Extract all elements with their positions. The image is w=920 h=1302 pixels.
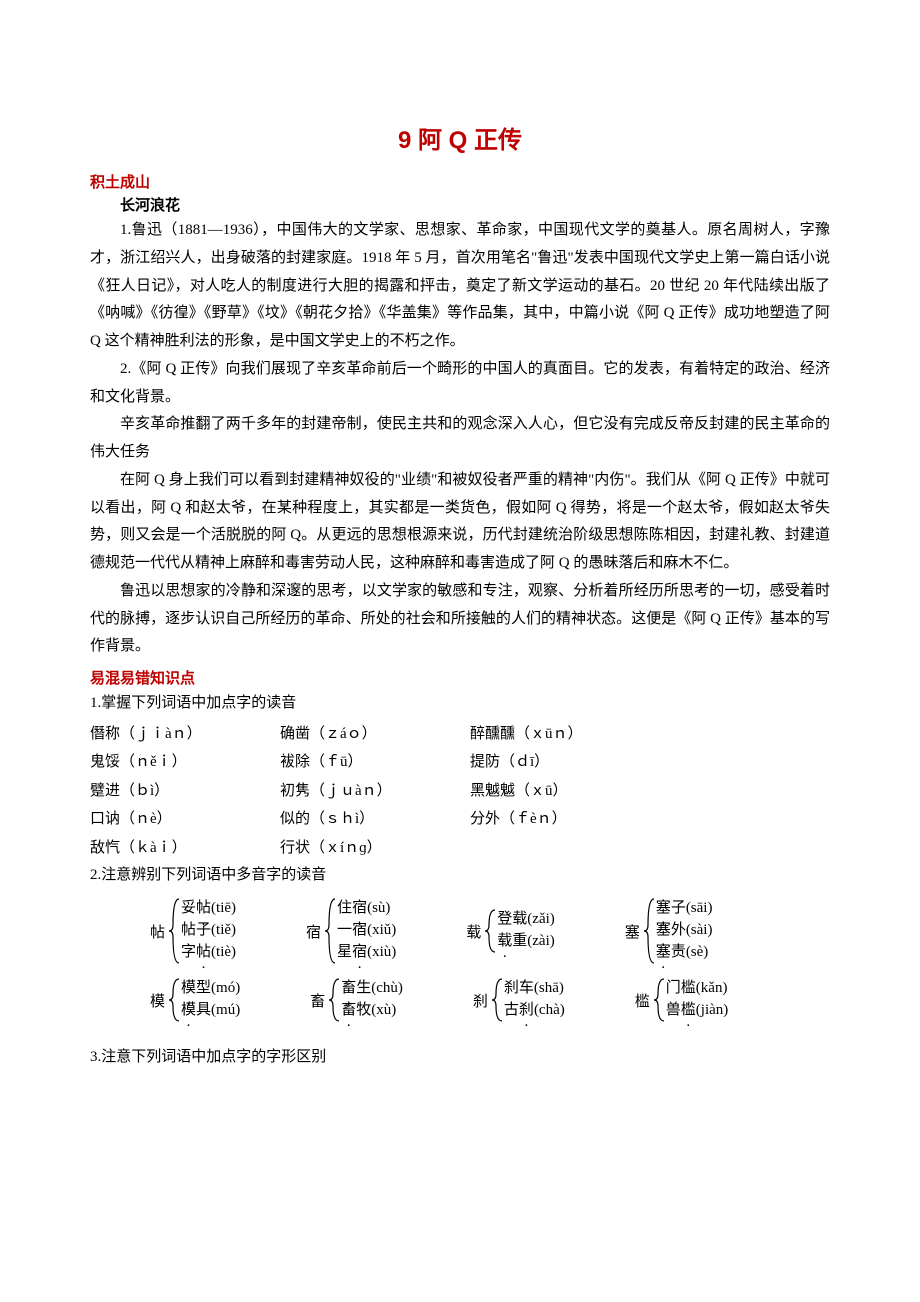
polyphone-item: 刹车(shā)	[504, 978, 565, 1000]
brace-icon	[169, 898, 179, 964]
polyphone-item: 登载(zǎi)	[497, 909, 555, 931]
polyphone-item: 妥帖(tiē)	[181, 898, 236, 920]
polyphone-items: 住宿(sù)一宿(xiǔ)星宿(xiù)	[337, 898, 396, 963]
polyphone-item: 字帖(tiè)	[181, 942, 236, 964]
polyphone-head: 宿	[306, 921, 321, 942]
polyphone-item: 载重(zài)	[497, 931, 555, 953]
polyphone-items: 塞子(sāi)塞外(sài)塞责(sè)	[656, 898, 713, 963]
para-5: 鲁迅以思想家的冷静和深邃的思考，以文学家的敏感和专注，观察、分析着所经历所思考的…	[90, 578, 830, 661]
section-jitu: 积土成山	[90, 171, 830, 192]
polyphone-group: 载 登载(zǎi)载重(zài)	[466, 898, 555, 964]
heading-3: 3.注意下列词语中加点字的字形区别	[90, 1044, 830, 1072]
section-changhe: 长河浪花	[90, 194, 830, 215]
polyphone-item: 塞外(sài)	[656, 920, 713, 942]
polyphone-item: 模具(mú)	[181, 1000, 240, 1022]
pinyin-cell: 初隽（ｊｕàｎ）	[280, 777, 470, 806]
pinyin-cell: 僭称（ｊｉàｎ）	[90, 720, 280, 749]
polyphone-head: 刹	[473, 990, 488, 1011]
polyphone-item: 模型(mó)	[181, 978, 240, 1000]
polyphone-head: 畜	[310, 990, 325, 1011]
pinyin-cell: 行状（ｘíｎɡ）	[280, 834, 470, 863]
polyphone-item: 一宿(xiǔ)	[337, 920, 396, 942]
page-title: 9 阿 Q 正传	[90, 120, 830, 155]
polyphone-item: 门槛(kǎn)	[666, 978, 729, 1000]
polyphone-block: 帖 妥帖(tiē)帖子(tiě)字帖(tiè) 宿 住宿(sù)一宿(xiǔ)星宿…	[90, 898, 830, 1036]
polyphone-item: 古刹(chà)	[504, 1000, 565, 1022]
polyphone-item: 星宿(xiù)	[337, 942, 396, 964]
pinyin-cell: 提防（ｄī）	[470, 748, 660, 777]
para-3: 辛亥革命推翻了两千多年的封建帝制，使民主共和的观念深入人心，但它没有完成反帝反封…	[90, 411, 830, 467]
pinyin-row: 躄进（ｂì） 初隽（ｊｕàｎ） 黑魆魆（ｘū）	[90, 777, 830, 806]
pinyin-row: 敌忾（ｋàｉ） 行状（ｘíｎɡ）	[90, 834, 830, 863]
polyphone-items: 模型(mó)模具(mú)	[181, 978, 240, 1022]
para-1: 1.鲁迅（1881—1936），中国伟大的文学家、思想家、革命家，中国现代文学的…	[90, 217, 830, 356]
polyphone-items: 刹车(shā)古刹(chà)	[504, 978, 565, 1022]
pinyin-row: 鬼馁（ｎěｉ） 袚除（ｆū） 提防（ｄī）	[90, 748, 830, 777]
polyphone-item: 塞子(sāi)	[656, 898, 713, 920]
polyphone-item: 畜生(chù)	[341, 978, 403, 1000]
pinyin-cell: 分外（ｆèｎ）	[470, 805, 660, 834]
pinyin-cell: 躄进（ｂì）	[90, 777, 280, 806]
polyphone-item: 畜牧(xù)	[341, 1000, 403, 1022]
pinyin-cell: 敌忾（ｋàｉ）	[90, 834, 280, 863]
polyphone-group: 槛 门槛(kǎn)兽槛(jiàn)	[635, 978, 729, 1022]
polyphone-item: 兽槛(jiàn)	[666, 1000, 729, 1022]
pinyin-cell: 鬼馁（ｎěｉ）	[90, 748, 280, 777]
polyphone-items: 畜生(chù)畜牧(xù)	[341, 978, 403, 1022]
polyphone-group: 宿 住宿(sù)一宿(xiǔ)星宿(xiù)	[306, 898, 396, 964]
brace-icon	[169, 978, 179, 1022]
polyphone-item: 帖子(tiě)	[181, 920, 236, 942]
pinyin-cell: 确凿（ｚáｏ）	[280, 720, 470, 749]
polyphone-item: 住宿(sù)	[337, 898, 396, 920]
polyphone-head: 载	[466, 921, 481, 942]
polyphone-item: 塞责(sè)	[656, 942, 713, 964]
brace-icon	[329, 978, 339, 1022]
brace-icon	[654, 978, 664, 1022]
pinyin-cell: 袚除（ｆū）	[280, 748, 470, 777]
para-4: 在阿 Q 身上我们可以看到封建精神奴役的"业绩"和被奴役者严重的精神"内伤"。我…	[90, 467, 830, 578]
para-2: 2.《阿 Q 正传》向我们展现了辛亥革命前后一个畸形的中国人的真面目。它的发表，…	[90, 356, 830, 412]
polyphone-head: 模	[150, 990, 165, 1011]
polyphone-head: 塞	[625, 921, 640, 942]
pinyin-cell: 口讷（ｎè）	[90, 805, 280, 834]
polyphone-group: 模 模型(mó)模具(mú)	[150, 978, 240, 1022]
brace-icon	[492, 978, 502, 1022]
polyphone-group: 塞 塞子(sāi)塞外(sài)塞责(sè)	[625, 898, 713, 964]
heading-2: 2.注意辨别下列词语中多音字的读音	[90, 862, 830, 890]
polyphone-items: 妥帖(tiē)帖子(tiě)字帖(tiè)	[181, 898, 236, 963]
polyphone-group: 帖 妥帖(tiē)帖子(tiě)字帖(tiè)	[150, 898, 236, 964]
pinyin-cell: 黑魆魆（ｘū）	[470, 777, 660, 806]
polyphone-group: 畜 畜生(chù)畜牧(xù)	[310, 978, 403, 1022]
pinyin-row: 口讷（ｎè） 似的（ｓｈì） 分外（ｆèｎ）	[90, 805, 830, 834]
pinyin-row: 僭称（ｊｉàｎ） 确凿（ｚáｏ） 醉醺醺（ｘūｎ）	[90, 720, 830, 749]
brace-icon	[644, 898, 654, 964]
polyphone-head: 帖	[150, 921, 165, 942]
pinyin-cell: 醉醺醺（ｘūｎ）	[470, 720, 660, 749]
pinyin-table: 僭称（ｊｉàｎ） 确凿（ｚáｏ） 醉醺醺（ｘūｎ） 鬼馁（ｎěｉ） 袚除（ｆū）…	[90, 720, 830, 863]
polyphone-items: 登载(zǎi)载重(zài)	[497, 909, 555, 953]
polyphone-items: 门槛(kǎn)兽槛(jiàn)	[666, 978, 729, 1022]
heading-1: 1.掌握下列词语中加点字的读音	[90, 690, 830, 718]
brace-icon	[485, 909, 495, 953]
polyphone-head: 槛	[635, 990, 650, 1011]
pinyin-cell	[470, 834, 660, 863]
brace-icon	[325, 898, 335, 964]
section-yihun: 易混易错知识点	[90, 667, 830, 688]
polyphone-group: 刹 刹车(shā)古刹(chà)	[473, 978, 565, 1022]
pinyin-cell: 似的（ｓｈì）	[280, 805, 470, 834]
